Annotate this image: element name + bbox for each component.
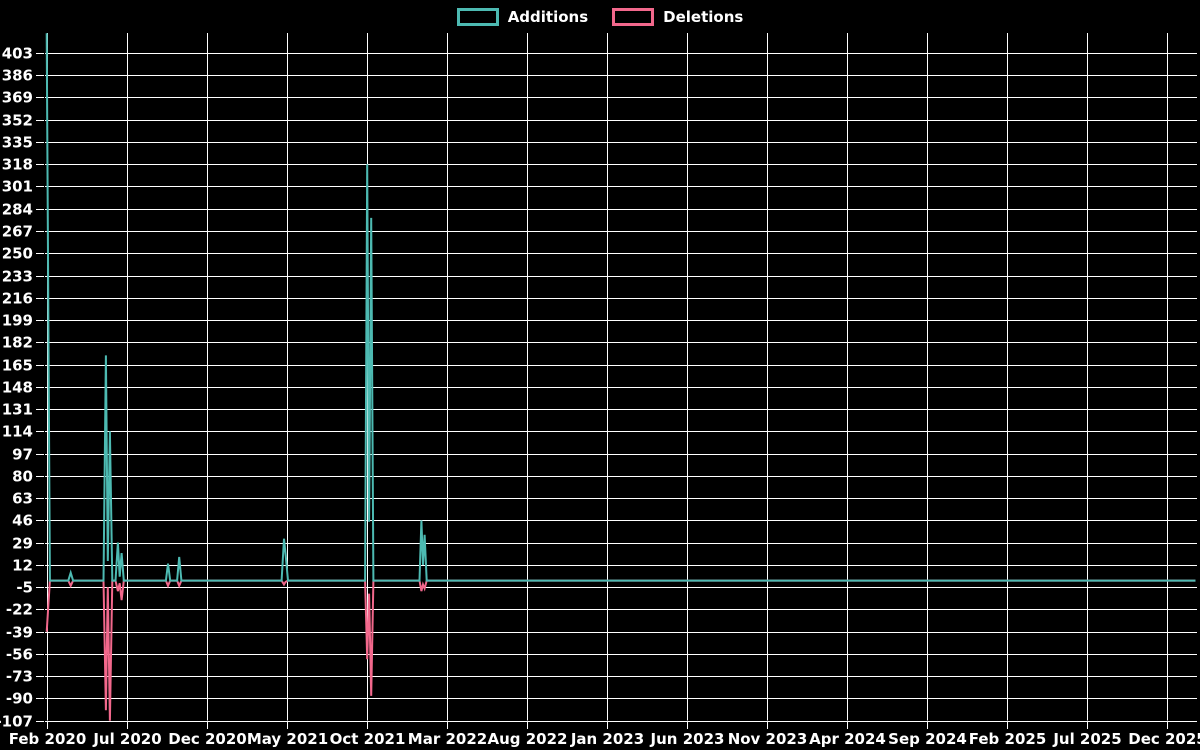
- y-tick-label: 182: [2, 334, 33, 352]
- y-tick-label: 233: [2, 268, 33, 286]
- y-tick-label: 114: [2, 423, 33, 441]
- additions-line: [45, 33, 1196, 582]
- x-tick-label: Jul 2025: [1052, 730, 1121, 748]
- x-tick-label: Feb 2025: [969, 730, 1047, 748]
- x-tick-label: Jan 2023: [570, 730, 644, 748]
- legend-item-deletions[interactable]: Deletions: [612, 8, 743, 26]
- legend-label-additions: Additions: [507, 7, 589, 26]
- y-tick-label: -5: [16, 579, 33, 597]
- y-tick-label: 12: [12, 557, 33, 575]
- y-tick-label: 29: [12, 535, 33, 553]
- y-tick-label: -39: [6, 624, 33, 642]
- y-tick-label: 284: [2, 201, 33, 219]
- x-tick-label: Mar 2022: [408, 730, 487, 748]
- y-tick-label: 369: [2, 89, 33, 107]
- y-tick-label: 403: [2, 45, 33, 63]
- x-tick-label: Aug 2022: [488, 730, 568, 748]
- x-tick-label: Sep 2024: [888, 730, 967, 748]
- y-tick-label: 97: [12, 446, 33, 464]
- chart-legend: Additions Deletions: [0, 8, 1200, 26]
- y-tick-label: 148: [2, 379, 33, 397]
- y-tick-label: 352: [2, 112, 33, 130]
- y-tick-label: 301: [2, 178, 33, 196]
- x-tick-label: Dec 2020: [168, 730, 247, 748]
- y-tick-label: 80: [12, 468, 33, 486]
- y-tick-label: -73: [6, 668, 33, 686]
- x-tick-label: Jun 2023: [650, 730, 725, 748]
- y-tick-label: 216: [2, 290, 33, 308]
- y-tick-label: 250: [2, 245, 33, 263]
- y-tick-label: 335: [2, 134, 33, 152]
- y-tick-label: 131: [2, 401, 33, 419]
- additions-swatch-icon: [456, 8, 499, 26]
- y-tick-label: 318: [2, 156, 33, 174]
- deletions-swatch-icon: [612, 8, 655, 26]
- x-tick-label: Apr 2024: [809, 730, 886, 748]
- y-tick-label: 165: [2, 357, 33, 375]
- x-tick-label: Dec 2025: [1128, 730, 1200, 748]
- y-tick-label: 63: [12, 490, 33, 508]
- deletions-line: [45, 579, 1196, 721]
- y-tick-label: -56: [6, 646, 33, 664]
- y-tick-label: -22: [6, 601, 33, 619]
- legend-item-additions[interactable]: Additions: [456, 7, 589, 26]
- y-tick-label: 199: [2, 312, 33, 330]
- legend-label-deletions: Deletions: [663, 7, 744, 26]
- y-tick-label: -90: [6, 690, 33, 708]
- y-tick-label: 267: [2, 223, 33, 241]
- x-tick-label: May 2021: [247, 730, 328, 748]
- x-tick-label: Jul 2020: [92, 730, 161, 748]
- y-tick-label: 46: [12, 512, 33, 530]
- y-tick-label: 386: [2, 67, 33, 85]
- y-tick-label: -107: [0, 713, 33, 731]
- x-tick-label: Nov 2023: [728, 730, 808, 748]
- x-tick-label: Oct 2021: [330, 730, 406, 748]
- x-tick-label: Feb 2020: [9, 730, 87, 748]
